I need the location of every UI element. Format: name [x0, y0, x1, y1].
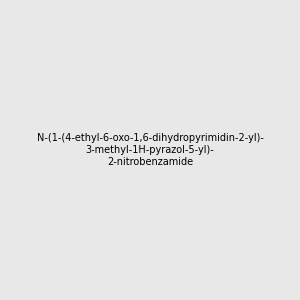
Text: N-(1-(4-ethyl-6-oxo-1,6-dihydropyrimidin-2-yl)-
3-methyl-1H-pyrazol-5-yl)-
2-nit: N-(1-(4-ethyl-6-oxo-1,6-dihydropyrimidin… — [37, 134, 263, 166]
